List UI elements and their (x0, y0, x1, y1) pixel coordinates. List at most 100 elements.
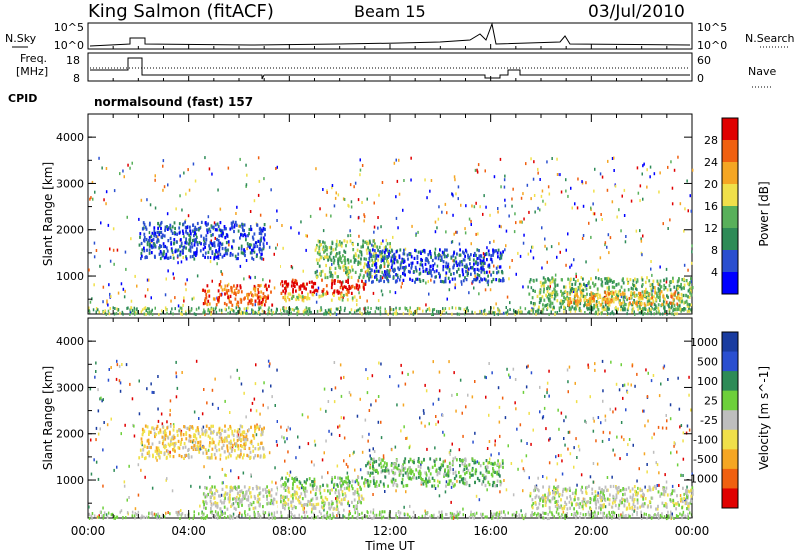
echo-cell (574, 294, 577, 298)
scatter-cell (394, 291, 397, 295)
ground-scatter-cell (638, 311, 641, 315)
scatter-cell (475, 232, 477, 236)
scatter-cell (505, 244, 507, 248)
ground-scatter-cell (324, 309, 327, 313)
echo-cell (401, 266, 404, 270)
scatter-cell (258, 179, 261, 183)
echo-cell (477, 256, 480, 260)
echo-cell (391, 263, 394, 267)
echo-cell (667, 295, 669, 299)
scatter-cell (600, 421, 602, 425)
echo-cell (330, 250, 333, 254)
ground-scatter-cell (271, 312, 273, 316)
echo-cell (344, 261, 347, 266)
echo-cell (284, 295, 287, 299)
ground-scatter-cell (384, 510, 386, 514)
echo-cell (446, 264, 449, 268)
scatter-cell (368, 409, 371, 412)
echo-cell (252, 287, 255, 291)
ground-scatter-cell (178, 512, 181, 516)
echo-cell (240, 233, 242, 237)
ground-scatter-cell (655, 514, 658, 518)
echo-cell (313, 482, 316, 486)
echo-cell (250, 495, 253, 499)
ground-scatter-cell (328, 516, 330, 520)
scatter-cell (380, 362, 382, 366)
echo-cell (248, 507, 251, 511)
echo-cell (415, 249, 417, 253)
ground-scatter-cell (294, 514, 296, 518)
echo-cell (151, 238, 153, 242)
echo-cell (566, 297, 569, 301)
scatter-cell (269, 279, 271, 283)
ground-scatter-cell (361, 312, 363, 316)
echo-cell (591, 308, 594, 312)
echo-cell (369, 249, 372, 253)
ground-scatter-cell (541, 308, 543, 312)
echo-cell (284, 488, 287, 492)
ground-scatter-cell (390, 307, 392, 311)
scatter-cell (98, 156, 100, 160)
scatter-cell (302, 269, 304, 273)
echo-cell (253, 250, 256, 254)
scatter-cell (203, 240, 206, 244)
echo-cell (464, 276, 466, 280)
echo-cell (194, 253, 197, 257)
scatter-cell (577, 444, 580, 448)
scatter-cell (556, 173, 559, 176)
ground-scatter-cell (325, 517, 328, 520)
echo-cell (577, 286, 580, 290)
scatter-cell (366, 251, 368, 255)
echo-cell (205, 486, 208, 490)
echo-cell (280, 500, 282, 504)
ground-scatter-cell (311, 516, 313, 520)
scatter-cell (667, 378, 669, 381)
echo-cell (204, 486, 206, 490)
echo-cell (455, 260, 458, 264)
ground-scatter-cell (140, 310, 143, 314)
scatter-cell (252, 257, 255, 261)
scatter-cell (372, 244, 375, 248)
echo-cell (214, 501, 217, 505)
scatter-cell (450, 240, 453, 244)
echo-cell (669, 280, 672, 284)
echo-cell (402, 484, 405, 488)
echo-cell (254, 241, 257, 245)
echo-cell (296, 492, 299, 496)
ground-scatter-cell (667, 510, 669, 514)
echo-cell (608, 297, 610, 301)
scatter-cell (404, 247, 407, 251)
ground-scatter-cell (179, 306, 182, 310)
echo-cell (345, 271, 347, 275)
ground-scatter-cell (485, 312, 487, 316)
echo-cell (188, 248, 190, 252)
ground-scatter-cell (88, 516, 91, 520)
scatter-cell (520, 439, 523, 443)
ground-scatter-cell (551, 513, 553, 516)
echo-cell (532, 288, 535, 293)
scatter-cell (500, 225, 502, 229)
echo-cell (235, 257, 238, 261)
scatter-cell (179, 174, 181, 178)
scatter-cell (482, 212, 484, 216)
echo-cell (464, 248, 467, 252)
scatter-cell (609, 236, 612, 240)
scatter-cell (643, 452, 646, 456)
ground-scatter-cell (148, 310, 151, 314)
echo-cell (318, 252, 321, 256)
scatter-cell (238, 511, 241, 515)
scatter-cell (154, 174, 156, 178)
echo-cell (685, 294, 688, 298)
ground-scatter-cell (589, 513, 591, 517)
echo-cell (429, 264, 432, 268)
ground-scatter-cell (310, 510, 313, 514)
echo-cell (203, 242, 205, 247)
echo-cell (220, 293, 223, 297)
scatter-cell (156, 458, 158, 462)
echo-cell (157, 238, 159, 242)
echo-cell (231, 245, 233, 249)
scatter-cell (406, 468, 409, 472)
echo-cell (362, 243, 364, 247)
scatter-cell (301, 413, 304, 417)
echo-cell (300, 295, 303, 299)
